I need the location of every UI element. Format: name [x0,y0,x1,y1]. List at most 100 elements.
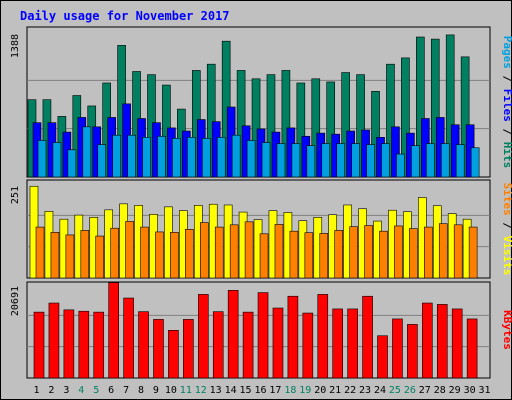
x-tick-label: 16 [254,385,266,396]
kbytes-kbytes-bar [48,302,60,379]
hits-hits-bar [386,63,395,178]
hits-pages-bar [246,140,256,178]
kbytes-ymax-label: 20691 [10,286,21,316]
hits-hits-bar [206,63,216,178]
kbytes-kbytes-bar [302,312,314,379]
hits-pages-bar [201,138,211,178]
x-tick-label: 21 [329,385,341,396]
visits-sites-bar [394,225,403,279]
kbytes-kbytes-bar [242,311,254,379]
hits-pages-bar [157,135,166,178]
hits-pages-bar [52,142,62,178]
hits-hits-bar [281,70,291,178]
hits-pages-bar [187,137,196,178]
visits-ymax-label: 251 [10,186,21,204]
hits-pages-bar [426,143,435,178]
x-tick-label: 29 [449,385,461,396]
kbytes-legend: KBytes [501,310,512,350]
hits-hits-bar [460,56,470,178]
visits-sites-bar [125,221,134,279]
x-tick-label: 28 [434,385,446,396]
x-tick-label: 24 [374,385,386,396]
x-tick-label: 3 [63,385,69,396]
hits-legend-separator: / [501,69,512,89]
hits-hits-bar [356,74,365,178]
visits-sites-bar [364,225,373,279]
visits-sites-bar [319,233,329,279]
kbytes-kbytes-bar [138,311,149,379]
visits-sites-bar [65,234,75,279]
hits-pages-bar [112,134,121,178]
visits-sites-bar [349,226,358,279]
x-tick-label: 26 [404,385,416,396]
hits-pages-bar [82,126,92,178]
hits-pages-bar [216,137,226,178]
x-tick-label: 2 [48,385,54,396]
hits-pages-bar [127,134,136,178]
kbytes-kbytes-bar [317,294,329,379]
hits-pages-bar [67,149,77,178]
kbytes-kbytes-bar [168,329,179,379]
x-tick-label: 17 [269,385,281,396]
hits-pages-bar [142,137,151,178]
x-tick-label: 11 [180,385,192,396]
hits-hits-bar [430,38,440,178]
hits-pages-bar [440,143,450,178]
hits-legend: Pages / Files / Hits [501,36,512,169]
hits-pages-bar [306,145,316,178]
hits-pages-bar [455,144,465,178]
kbytes-kbytes-bar [347,308,358,379]
hits-legend-pages: Pages [501,36,512,69]
hits-hits-bar [236,70,246,178]
x-tick-label: 8 [138,385,144,396]
x-tick-label: 14 [225,385,237,396]
visits-sites-bar [409,228,418,279]
hits-pages-bar [381,143,390,178]
visits-sites-bar [199,222,209,279]
x-tick-label: 25 [389,385,401,396]
hits-pages-bar [366,144,375,178]
hits-hits-bar [445,34,455,178]
visits-sites-bar [438,223,448,279]
x-tick-label: 19 [299,385,311,396]
hits-pages-bar [276,143,286,178]
x-tick-label: 12 [195,385,207,396]
hits-hits-bar [326,81,336,178]
kbytes-kbytes-bar [436,304,448,379]
hits-pages-bar [291,143,301,178]
kbytes-panel: 20691 KBytes [10,281,512,379]
x-tick-label: 27 [419,385,431,396]
chart-title: Daily usage for November 2017 [20,9,230,23]
kbytes-kbytes-bar [362,295,373,379]
x-tick-label: 9 [153,385,159,396]
kbytes-kbytes-bar [287,295,299,379]
hits-hits-bar [341,72,350,178]
kbytes-kbytes-bar [466,318,478,379]
kbytes-kbytes-bar [153,319,164,379]
visits-sites-bar [50,232,60,279]
x-axis-labels: 1 2 3 4 5 6 7 8 9 10 11 12 13 14 15 16 17 18 19 20 21 22 23 24 2… [33,385,490,396]
kbytes-kbytes-bar [422,302,433,379]
hits-pages-bar [231,134,241,178]
x-tick-label: 20 [314,385,326,396]
hits-files-bar [391,126,400,178]
hits-legend-hits: Hits [501,142,512,169]
hits-hits-bar [296,82,306,178]
kbytes-kbytes-bar [93,311,105,379]
kbytes-kbytes-bar [392,318,403,379]
kbytes-kbytes-bar [451,308,463,379]
visits-sites-bar [259,233,269,279]
x-tick-label: 13 [210,385,222,396]
visits-legend-visits: Visits [501,236,512,276]
visits-sites-bar [289,230,299,279]
visits-sites-bar [35,226,45,279]
x-tick-label: 31 [479,385,491,396]
kbytes-kbytes-bar [197,294,209,379]
visits-sites-bar [214,226,224,279]
hits-pages-bar [351,143,360,178]
hits-ymax-label: 1388 [10,34,21,58]
kbytes-kbytes-bar [257,292,269,379]
hits-pages-bar [261,142,271,178]
x-tick-label: 5 [93,385,99,396]
